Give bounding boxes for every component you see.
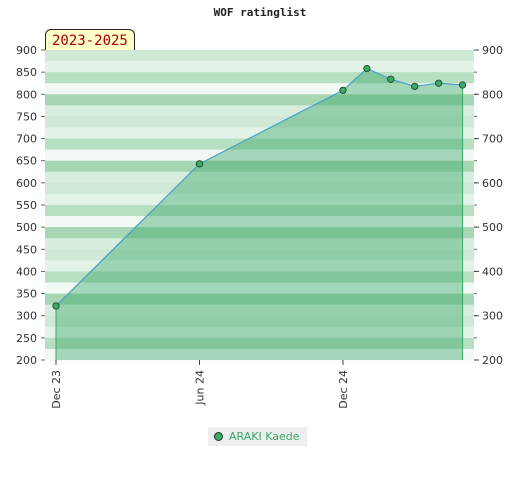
plot-background-stripe — [45, 249, 474, 261]
y-tick-label-left: 800 — [16, 88, 37, 101]
y-tick-label-right: 900 — [482, 44, 503, 57]
data-point — [435, 79, 443, 87]
y-tick-label-left: 350 — [16, 288, 37, 301]
plot-background-stripe — [45, 326, 474, 339]
plot-background-stripe — [45, 205, 474, 217]
y-tick-label-left: 400 — [16, 265, 37, 278]
legend-marker-icon — [214, 432, 223, 441]
y-tick-label-right: 500 — [482, 221, 503, 234]
x-tick-label: Dec 24 — [337, 370, 350, 409]
plot-background-stripe — [45, 61, 474, 73]
series-area — [56, 68, 463, 360]
chart-title: WOF ratinglist — [213, 6, 307, 19]
y-tick-label-right: 200 — [482, 354, 503, 367]
plot-background-stripe — [45, 149, 474, 162]
y-tick-label-right: 400 — [482, 265, 503, 278]
plot-background-stripe — [45, 72, 474, 84]
legend[interactable]: ARAKI Kaede — [208, 427, 308, 446]
plot-background-stripe — [45, 116, 474, 128]
y-tick-label-left: 250 — [16, 332, 37, 345]
plot-background-stripe — [45, 83, 474, 95]
plot-background-stripe — [45, 50, 474, 62]
plot-background-stripe — [45, 171, 474, 184]
data-point — [339, 86, 347, 94]
plot-background-stripe — [45, 271, 474, 283]
plot-background-stripe — [45, 216, 474, 228]
date-range-badge: 2023-2025 — [45, 29, 135, 50]
series-line — [55, 67, 463, 307]
y-tick-label-left: 700 — [16, 133, 37, 146]
y-tick-label-left: 600 — [16, 177, 37, 190]
y-tick-label-left: 550 — [16, 199, 37, 212]
x-tick-label: Jun 24 — [194, 370, 207, 406]
data-point — [458, 81, 467, 89]
y-tick-label-left: 450 — [16, 243, 37, 256]
plot-background-stripe — [45, 94, 474, 106]
plot-background-stripe — [45, 260, 474, 272]
y-tick-label-left: 900 — [16, 44, 37, 57]
y-tick-label-left: 850 — [16, 66, 37, 79]
plot-background-stripe — [45, 238, 474, 250]
plot-background-stripe — [45, 304, 474, 317]
plot-background-stripe — [45, 337, 474, 350]
data-point — [363, 65, 371, 73]
legend-label: ARAKI Kaede — [229, 430, 300, 443]
plot-background-stripe — [45, 105, 474, 117]
y-tick-label-right: 700 — [482, 133, 503, 146]
data-point — [195, 160, 204, 168]
plot-background-stripe — [45, 138, 474, 151]
y-tick-label-right: 300 — [482, 310, 503, 323]
plot-background-stripe — [45, 182, 474, 195]
y-tick-label-left: 200 — [16, 354, 37, 367]
y-tick-label-right: 800 — [482, 88, 503, 101]
x-tick-label: Dec 23 — [50, 370, 63, 409]
plot-background-stripe — [45, 348, 474, 361]
plot-background-stripe — [45, 227, 474, 239]
data-point — [387, 75, 395, 83]
data-point — [411, 82, 419, 90]
plot-background-stripe — [45, 193, 474, 206]
plot-background-stripe — [45, 282, 474, 295]
plot-background-stripe — [45, 160, 474, 173]
y-tick-label-left: 500 — [16, 221, 37, 234]
y-tick-label-left: 650 — [16, 155, 37, 168]
y-tick-label-left: 300 — [16, 310, 37, 323]
plot-background-stripe — [45, 293, 474, 306]
y-tick-label-left: 750 — [16, 110, 37, 123]
y-tick-label-right: 600 — [482, 177, 503, 190]
plot-background-stripe — [45, 315, 474, 328]
data-point — [52, 302, 60, 310]
